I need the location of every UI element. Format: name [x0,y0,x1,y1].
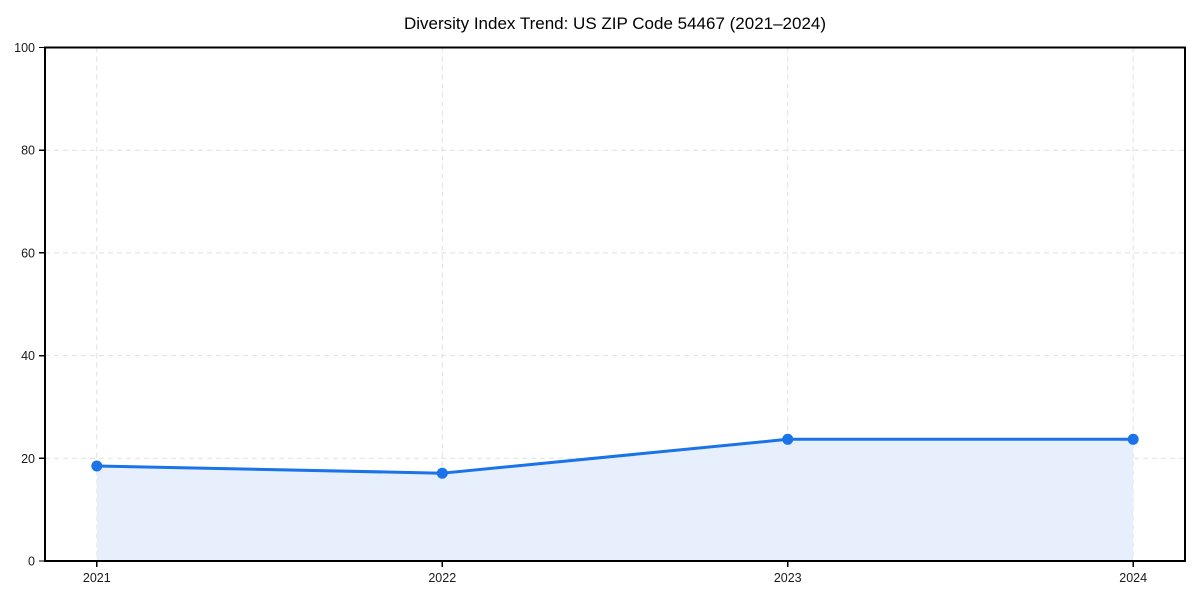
y-tick-label: 100 [14,41,35,55]
plot-border [44,46,1186,562]
data-point-marker [436,467,448,479]
y-tick-label: 0 [28,555,35,569]
y-axis-tick-labels: 0 20 40 60 80 100 [14,41,35,569]
area-fill [96,439,1134,561]
x-tick-label: 2022 [428,571,456,585]
data-point-markers [91,433,1139,479]
trend-line [95,437,1135,475]
x-tick-label: 2021 [83,571,111,585]
data-point-marker [1127,433,1139,445]
trend-line-path [95,437,1135,475]
chart-title: Diversity Index Trend: US ZIP Code 54467… [404,14,826,33]
axis-ticks [39,46,1134,567]
x-tick-label: 2023 [774,571,802,585]
plot-border-rect [44,46,1186,562]
data-point-marker [91,460,103,472]
x-axis-tick-labels: 2021 2022 2023 2024 [83,571,1147,585]
y-tick-label: 80 [21,144,35,158]
y-tick-label: 40 [21,349,35,363]
y-tick-label: 20 [21,452,35,466]
data-point-marker [782,433,794,445]
area-fill-shape [96,439,1134,561]
y-tick-label: 60 [21,246,35,260]
x-tick-label: 2024 [1119,571,1147,585]
